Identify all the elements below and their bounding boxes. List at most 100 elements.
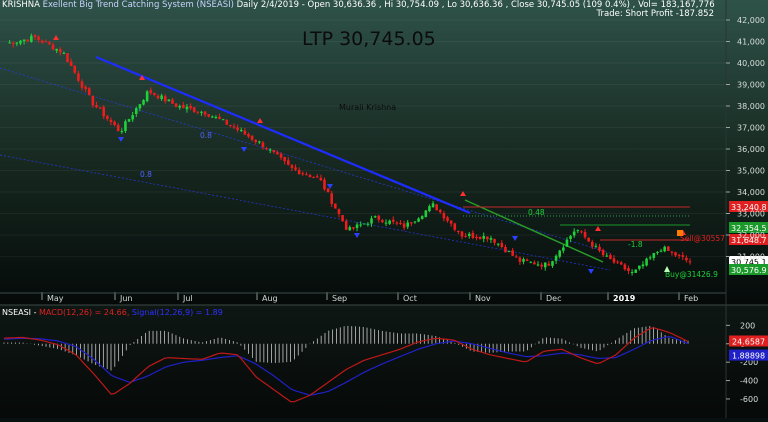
candle-body [482,235,486,239]
candle-body [685,257,688,261]
candle-body [518,257,522,262]
candle-body [301,173,305,175]
down-arrow-marker [118,137,124,142]
candle-body [62,52,66,54]
candle-body [489,238,493,240]
down-arrow-marker [241,147,247,152]
price-tag-label: 30,745.1 [731,258,767,267]
candle-body [576,230,580,232]
candle-body [11,42,15,45]
candle-body [337,209,341,214]
buy-signal-arrow [664,266,670,272]
header-date: 2/4/2019 [260,0,300,10]
candle-body [315,176,319,178]
candle-body [37,36,40,40]
candle-body [250,135,254,140]
macd-tick-label: -400 [740,377,758,386]
chart-annotation: 0.8 [140,170,152,179]
candle-body [40,40,44,43]
candle-body [666,246,670,251]
candle-body [153,92,156,95]
candle-body [688,261,692,263]
candle-body [196,111,200,113]
candle-body [312,177,315,179]
macd-tick-label: 200 [740,321,755,330]
candle-body [533,262,536,265]
candle-body [652,253,656,258]
chart-annotation: 0.8 [200,131,212,140]
macd-tick-label: -200 [740,358,758,367]
candle-body [616,261,619,263]
price-tag-box [729,222,768,233]
candle-body [681,255,685,257]
candle-body [464,235,467,237]
up-arrow-marker [139,75,145,80]
time-tick-label: Oct [403,294,417,303]
candle-body [562,247,565,251]
header-close: Close 30,745.05 (109 0.4%) [510,0,630,10]
candle-body [391,219,395,222]
candle-body [413,221,417,223]
candle-body [529,261,533,263]
candle-body [438,209,442,213]
candle-body [572,231,576,236]
candle-body [258,141,261,143]
candle-body [399,222,402,224]
main-downtrend-line [95,55,471,215]
time-tick-label: Dec [546,294,561,303]
price-tag: 33,240.8 [729,201,768,212]
candle-body [171,99,174,104]
candle-body [554,255,558,261]
price-tick-label: 33,000 [737,210,765,219]
candle-body [73,65,77,73]
candle-body [149,90,153,93]
candle-body [272,150,276,153]
time-tick-label: Aug [262,294,278,303]
candle-body [623,264,627,270]
candle-body [507,251,511,253]
candle-body [630,272,634,274]
candle-body [612,258,616,263]
candle-body [406,222,410,227]
header-symbol: KRISHNA [2,0,40,10]
candle-body [656,251,659,254]
candle-body [420,216,424,219]
candle-body [609,255,612,260]
candle-body [109,119,113,122]
candle-body [102,107,106,117]
candle-body [124,121,127,131]
candle-body [268,149,272,151]
candle-body [598,246,601,251]
candle-body [565,239,569,247]
candle-body [305,174,308,176]
price-tag-label: 32,354.5 [731,224,767,233]
candle-body [218,116,221,120]
price-tag-label: 33,240.8 [731,203,767,212]
up-arrow-marker [595,226,601,231]
candle-body [192,107,196,112]
candle-body [51,44,55,50]
candle-body [15,42,19,44]
macd-header-macd: MACD(12,26) = 24.66, [39,308,132,317]
candle-body [66,53,69,63]
candle-body [417,218,420,222]
candle-body [449,220,453,224]
candle-body [514,256,518,258]
candle-body [185,106,189,110]
header-low: Lo 30,636.36 [447,0,503,10]
candle-body [116,124,120,132]
candle-body [634,269,638,273]
candle-body [55,48,58,51]
price-tag-box [729,256,768,267]
candle-body [500,242,504,248]
price-tick-label: 38,000 [737,102,765,111]
candle-body [381,220,384,223]
candle-body [163,96,167,102]
macd-header-signal: Signal(12,26,9) = 1.89 [131,308,223,317]
up-arrow-marker [257,118,263,123]
candle-body [239,129,243,131]
candle-body [359,224,362,226]
candle-body [80,81,84,88]
macd-header: NSEASI - MACD(12,26) = 24.66, Signal(12,… [2,308,223,317]
price-tag: 30,576.9 [729,264,768,275]
